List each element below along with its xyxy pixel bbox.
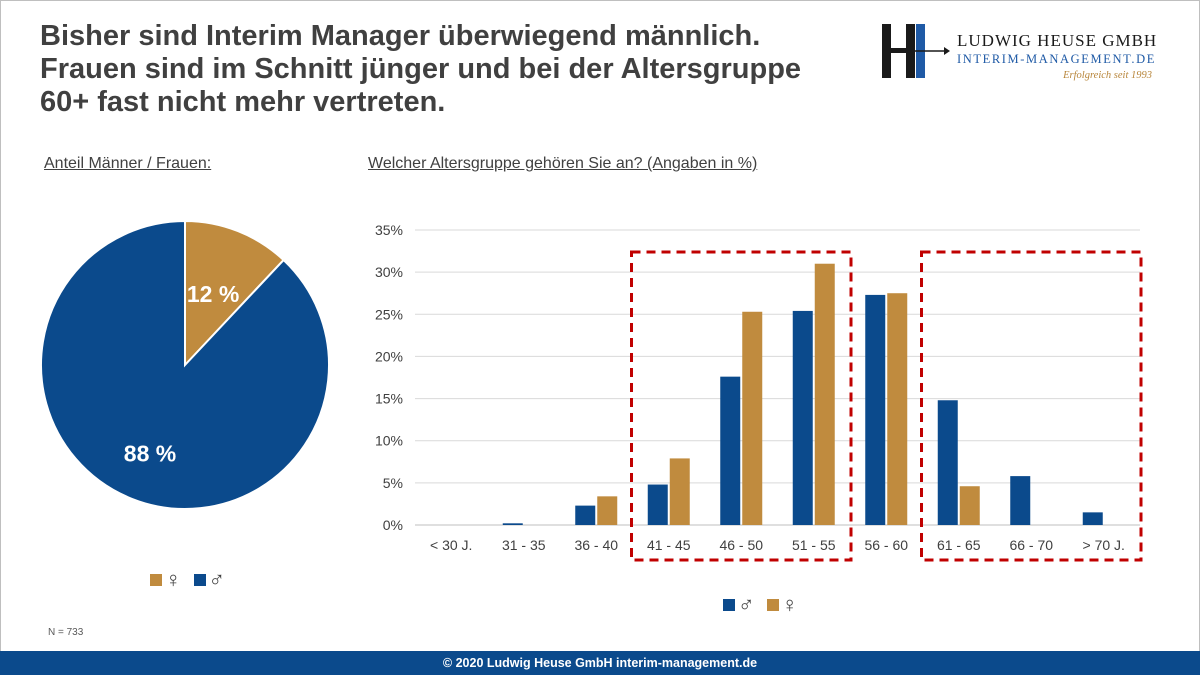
bar-male	[1010, 476, 1031, 525]
bar-legend: ♂ ♀	[723, 592, 810, 618]
title-line-2: Frauen sind im Schnitt jünger und bei de…	[40, 53, 802, 85]
male-swatch	[723, 599, 735, 611]
bar-male	[647, 484, 668, 525]
bar-male	[792, 310, 813, 525]
bar-male	[1082, 512, 1103, 525]
bar-female	[597, 496, 618, 525]
bar-legend-female: ♀	[766, 592, 799, 618]
logo-h-mark-icon	[882, 24, 950, 78]
bar-male	[502, 523, 523, 525]
bar-male	[720, 376, 741, 525]
x-tick-label: 46 - 50	[719, 537, 763, 553]
pie-slice-female	[184, 219, 285, 368]
x-tick-label: 56 - 60	[864, 537, 908, 553]
age-group-bar-chart: 0% 5% 10% 15% 20% 25% 30% 35% < 30 J. 31 - 35 36 -…	[375, 222, 1143, 562]
x-tick-label: 31 - 35	[502, 537, 546, 553]
female-symbol-icon: ♀	[165, 567, 182, 592]
logo-website: INTERIM-MANAGEMENT.DE	[957, 52, 1156, 66]
pie-label-male: 88 %	[124, 440, 176, 466]
bar-female	[669, 458, 690, 525]
pie-legend-female: ♀	[150, 567, 182, 593]
highlight-box	[920, 250, 1143, 562]
y-tick-label: 25%	[375, 306, 403, 322]
bar-legend-male: ♂	[723, 592, 755, 618]
bar-female	[887, 293, 908, 525]
female-symbol-icon: ♀	[781, 592, 799, 617]
x-tick-label: 36 - 40	[574, 537, 618, 553]
male-symbol-icon: ♂	[208, 567, 226, 592]
male-symbol-icon: ♂	[738, 592, 755, 617]
pie-chart-label: Anteil Männer / Frauen:	[44, 155, 212, 172]
x-tick-label: 66 - 70	[1009, 537, 1053, 553]
x-tick-label: 51 - 55	[792, 537, 836, 553]
title-line-3: 60+ fast nicht mehr vertreten.	[40, 86, 446, 118]
bar-chart-label: Welcher Altersgruppe gehören Sie an? (An…	[368, 155, 758, 172]
bar-female	[814, 263, 835, 525]
y-tick-label: 15%	[375, 391, 403, 407]
footer-bar: © 2020 Ludwig Heuse GmbH interim-managem…	[0, 651, 1200, 675]
title-line-1: Bisher sind Interim Manager überwiegend …	[40, 20, 761, 52]
gender-pie-chart: 12 % 88 %	[40, 219, 330, 510]
y-tick-label: 5%	[383, 475, 403, 491]
x-tick-label: < 30 J.	[430, 537, 472, 553]
y-tick-label: 0%	[383, 517, 403, 533]
y-tick-label: 30%	[375, 264, 403, 280]
x-tick-label: 41 - 45	[647, 537, 691, 553]
y-tick-label: 35%	[375, 222, 403, 238]
highlight-box	[630, 250, 853, 562]
slide-title: Bisher sind Interim Manager überwiegend …	[40, 20, 860, 119]
pie-legend-male: ♂	[193, 567, 226, 593]
pie-slice-male	[40, 219, 330, 510]
pie-label-female: 12 %	[187, 281, 239, 307]
x-tick-label: 61 - 65	[937, 537, 981, 553]
sample-size-note: N = 733	[48, 627, 84, 638]
logo-company-name: LUDWIG HEUSE GMBH	[957, 31, 1158, 50]
company-logo: LUDWIG HEUSE GMBH INTERIM-MANAGEMENT.DE …	[880, 22, 1170, 84]
bar-male	[865, 294, 886, 525]
pie-legend: ♀ ♂	[150, 567, 237, 593]
female-swatch	[766, 599, 779, 611]
bar-male	[575, 505, 596, 525]
bar-female	[959, 486, 980, 525]
bar-male	[937, 400, 958, 525]
y-tick-label: 10%	[375, 433, 403, 449]
y-tick-label: 20%	[375, 348, 403, 364]
logo-slogan: Erfolgreich seit 1993	[1063, 70, 1152, 81]
bar-female	[742, 311, 763, 525]
male-swatch	[193, 574, 206, 586]
female-swatch	[150, 574, 162, 586]
x-tick-label: > 70 J.	[1083, 537, 1125, 553]
